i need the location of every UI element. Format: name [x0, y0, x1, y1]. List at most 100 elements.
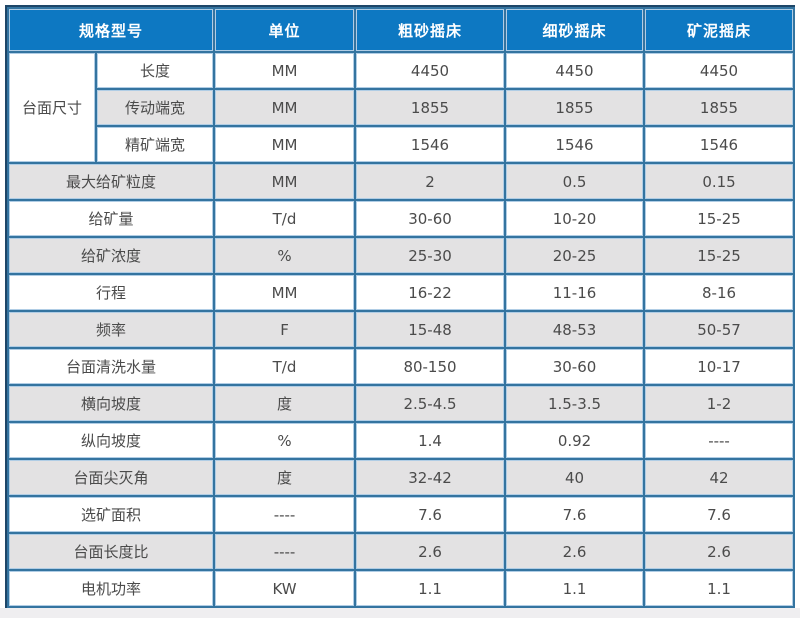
table-row: 给矿量 T/d 30-60 10-20 15-25	[6, 199, 796, 238]
value-cell-coarse: 30-60	[354, 199, 507, 238]
spec-label-cell: 台面长度比	[6, 532, 216, 571]
table-row: 给矿浓度 % 25-30 20-25 15-25	[6, 236, 796, 275]
value-cell-fine: 48-53	[504, 310, 646, 349]
value-cell-fine: 4450	[504, 51, 646, 90]
unit-cell: MM	[213, 273, 357, 312]
spec-label-cell: 最大给矿粒度	[6, 162, 216, 201]
unit-cell: F	[213, 310, 357, 349]
value-cell-slime: 50-57	[643, 310, 796, 349]
unit-cell: MM	[213, 51, 357, 90]
spec-label-cell: 传动端宽	[94, 88, 216, 127]
value-cell-coarse: 80-150	[354, 347, 507, 386]
value-cell-fine: 10-20	[504, 199, 646, 238]
table-row: 台面长度比 ---- 2.6 2.6 2.6	[6, 532, 796, 571]
unit-cell: ----	[213, 495, 357, 534]
value-cell-fine: 30-60	[504, 347, 646, 386]
value-cell-slime: 0.15	[643, 162, 796, 201]
value-cell-slime: 1.1	[643, 569, 796, 608]
spec-label-cell: 给矿量	[6, 199, 216, 238]
value-cell-coarse: 2	[354, 162, 507, 201]
header-cell-slime-table: 矿泥摇床	[643, 7, 796, 53]
value-cell-fine: 1.1	[504, 569, 646, 608]
value-cell-slime: 7.6	[643, 495, 796, 534]
table-row: 频率 F 15-48 48-53 50-57	[6, 310, 796, 349]
value-cell-coarse: 1.1	[354, 569, 507, 608]
value-cell-coarse: 7.6	[354, 495, 507, 534]
unit-cell: 度	[213, 384, 357, 423]
value-cell-slime: 2.6	[643, 532, 796, 571]
value-cell-coarse: 32-42	[354, 458, 507, 497]
table-row: 电机功率 KW 1.1 1.1 1.1	[6, 569, 796, 608]
row-group-label-cell: 台面尺寸	[7, 51, 97, 164]
header-cell-unit: 单位	[213, 7, 357, 53]
header-cell-coarse-sand-table: 粗砂摇床	[354, 7, 507, 53]
spec-label-cell: 纵向坡度	[6, 421, 216, 460]
spec-label-cell: 横向坡度	[6, 384, 216, 423]
value-cell-fine: 7.6	[504, 495, 646, 534]
value-cell-fine: 1546	[504, 125, 646, 164]
value-cell-fine: 20-25	[504, 236, 646, 275]
table-row: 传动端宽 MM 1855 1855 1855	[8, 88, 796, 127]
spec-label-cell: 台面清洗水量	[6, 347, 216, 386]
unit-cell: MM	[213, 88, 357, 127]
unit-cell: MM	[213, 125, 357, 164]
table-row: 纵向坡度 % 1.4 0.92 ----	[6, 421, 796, 460]
unit-cell: 度	[213, 458, 357, 497]
value-cell-slime: 1855	[643, 88, 796, 127]
spec-label-cell: 频率	[6, 310, 216, 349]
unit-cell: T/d	[213, 199, 357, 238]
header-row: 规格型号 单位 粗砂摇床 细砂摇床 矿泥摇床	[6, 7, 796, 53]
table-row: 横向坡度 度 2.5-4.5 1.5-3.5 1-2	[6, 384, 796, 423]
spec-label-cell: 行程	[6, 273, 216, 312]
unit-cell: ----	[213, 532, 357, 571]
value-cell-fine: 40	[504, 458, 646, 497]
page-bottom-strip	[0, 608, 800, 618]
value-cell-fine: 0.5	[504, 162, 646, 201]
value-cell-slime: 4450	[643, 51, 796, 90]
table-row: 台面清洗水量 T/d 80-150 30-60 10-17	[6, 347, 796, 386]
table-row: 台面尺寸 长度 MM 4450 4450 4450	[7, 51, 796, 164]
spec-label-cell: 选矿面积	[6, 495, 216, 534]
value-cell-slime: 1546	[643, 125, 796, 164]
spec-label-cell: 电机功率	[6, 569, 216, 608]
table-row: 选矿面积 ---- 7.6 7.6 7.6	[6, 495, 796, 534]
value-cell-fine: 11-16	[504, 273, 646, 312]
value-cell-fine: 0.92	[504, 421, 646, 460]
value-cell-coarse: 1546	[354, 125, 507, 164]
value-cell-coarse: 1.4	[354, 421, 507, 460]
table-row: 行程 MM 16-22 11-16 8-16	[6, 273, 796, 312]
value-cell-coarse: 2.5-4.5	[354, 384, 507, 423]
value-cell-slime: 8-16	[643, 273, 796, 312]
spec-label-cell: 精矿端宽	[94, 125, 216, 164]
unit-cell: T/d	[213, 347, 357, 386]
table-row: 精矿端宽 MM 1546 1546 1546	[8, 125, 796, 164]
spec-table-frame: 规格型号 单位 粗砂摇床 细砂摇床 矿泥摇床 台面尺寸 长度 MM 4450 4…	[5, 5, 796, 610]
header-cell-fine-sand-table: 细砂摇床	[504, 7, 646, 53]
spec-label-cell: 长度	[94, 51, 216, 90]
value-cell-slime: ----	[643, 421, 796, 460]
unit-cell: %	[213, 421, 357, 460]
table-row: 台面尖灭角 度 32-42 40 42	[6, 458, 796, 497]
value-cell-slime: 1-2	[643, 384, 796, 423]
value-cell-coarse: 16-22	[354, 273, 507, 312]
value-cell-coarse: 15-48	[354, 310, 507, 349]
spec-label-cell: 给矿浓度	[6, 236, 216, 275]
value-cell-slime: 10-17	[643, 347, 796, 386]
value-cell-fine: 1.5-3.5	[504, 384, 646, 423]
value-cell-coarse: 4450	[354, 51, 507, 90]
value-cell-fine: 1855	[504, 88, 646, 127]
value-cell-coarse: 2.6	[354, 532, 507, 571]
value-cell-coarse: 25-30	[354, 236, 507, 275]
value-cell-slime: 42	[643, 458, 796, 497]
unit-cell: MM	[213, 162, 357, 201]
spec-table: 规格型号 单位 粗砂摇床 细砂摇床 矿泥摇床 台面尺寸 长度 MM 4450 4…	[6, 7, 796, 608]
unit-cell: KW	[213, 569, 357, 608]
value-cell-fine: 2.6	[504, 532, 646, 571]
unit-cell: %	[213, 236, 357, 275]
spec-label-cell: 台面尖灭角	[6, 458, 216, 497]
header-cell-spec: 规格型号	[6, 7, 216, 53]
value-cell-coarse: 1855	[354, 88, 507, 127]
value-cell-slime: 15-25	[643, 199, 796, 238]
value-cell-slime: 15-25	[643, 236, 796, 275]
